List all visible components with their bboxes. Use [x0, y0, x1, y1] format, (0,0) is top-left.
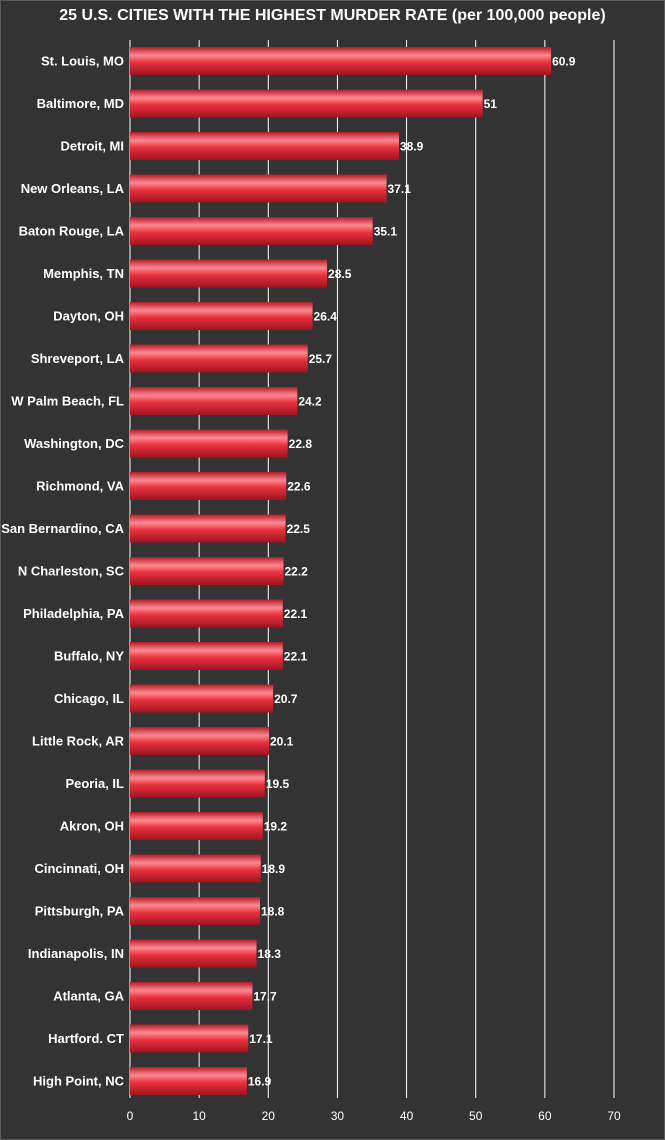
- bar: [130, 982, 253, 1010]
- bar: [130, 812, 263, 840]
- bar: [130, 344, 308, 373]
- bar: [130, 429, 288, 458]
- x-tick-label: 30: [331, 1109, 345, 1123]
- bar: [130, 514, 286, 543]
- value-label: 22.1: [284, 607, 308, 621]
- bar: [130, 854, 261, 883]
- bar: [130, 217, 373, 245]
- value-label: 18.9: [262, 862, 286, 876]
- category-label: New Orleans, LA: [21, 181, 125, 196]
- value-label: 19.5: [266, 777, 290, 791]
- category-label: St. Louis, MO: [41, 54, 124, 69]
- bar: [130, 939, 257, 968]
- bar: [130, 727, 269, 755]
- category-label: Philadelphia, PA: [23, 606, 125, 621]
- category-label: Pittsburgh, PA: [35, 904, 125, 919]
- bar: [130, 302, 313, 330]
- bar: [130, 259, 328, 288]
- value-label: 24.2: [298, 395, 322, 409]
- value-label: 22.8: [289, 437, 313, 451]
- category-label: N Charleston, SC: [18, 564, 125, 579]
- bar: [130, 642, 283, 670]
- category-label: Buffalo, NY: [54, 649, 124, 664]
- category-label: Peoria, IL: [65, 776, 124, 791]
- category-label: Indianapolis, IN: [28, 946, 124, 961]
- bar: [130, 472, 287, 500]
- category-label: Akron, OH: [60, 819, 124, 834]
- value-label: 16.9: [248, 1075, 272, 1089]
- value-label: 35.1: [374, 225, 398, 239]
- labels: 0 10 20 30 40 50 60 70 St. Louis, MO 60.9 Baltimor…: [1, 54, 621, 1124]
- bar: [130, 89, 483, 118]
- category-label: Atlanta, GA: [53, 989, 124, 1004]
- category-label: Dayton, OH: [53, 309, 124, 324]
- value-label: 19.2: [264, 820, 288, 834]
- category-label: Washington, DC: [24, 436, 125, 451]
- category-label: Memphis, TN: [43, 266, 124, 281]
- value-label: 51: [484, 97, 498, 111]
- bar: [130, 132, 399, 160]
- category-label: Cincinnati, OH: [34, 861, 124, 876]
- x-tick-label: 40: [400, 1109, 414, 1123]
- x-tick-label: 20: [262, 1109, 276, 1123]
- category-label: Hartford. CT: [48, 1031, 124, 1046]
- bar: [130, 769, 265, 798]
- bar: [130, 557, 284, 585]
- value-label: 17.1: [249, 1032, 273, 1046]
- category-label: High Point, NC: [33, 1074, 125, 1089]
- category-label: Richmond, VA: [36, 479, 124, 494]
- bar: [130, 174, 387, 203]
- value-label: 20.1: [270, 735, 294, 749]
- value-label: 20.7: [274, 692, 298, 706]
- x-tick-label: 60: [538, 1109, 552, 1123]
- bar: [130, 1024, 249, 1053]
- value-label: 37.1: [388, 182, 412, 196]
- x-tick-label: 70: [607, 1109, 621, 1123]
- value-label: 18.3: [258, 947, 282, 961]
- category-label: W Palm Beach, FL: [11, 394, 124, 409]
- category-label: Shreveport, LA: [31, 351, 125, 366]
- bar: [130, 47, 552, 75]
- bars: [130, 47, 552, 1095]
- category-label: Detroit, MI: [60, 139, 124, 154]
- x-tick-label: 50: [469, 1109, 483, 1123]
- chart-title: 25 U.S. CITIES WITH THE HIGHEST MURDER R…: [59, 7, 606, 24]
- value-label: 38.9: [400, 140, 424, 154]
- x-tick-label: 10: [192, 1109, 206, 1123]
- category-label: San Bernardino, CA: [1, 521, 124, 536]
- category-label: Little Rock, AR: [32, 734, 125, 749]
- x-tick-label: 0: [127, 1109, 134, 1123]
- bar: [130, 684, 274, 713]
- value-label: 22.5: [287, 522, 311, 536]
- category-label: Chicago, IL: [54, 691, 124, 706]
- value-label: 22.6: [287, 480, 311, 494]
- value-label: 22.2: [284, 565, 308, 579]
- category-label: Baton Rouge, LA: [19, 224, 125, 239]
- value-label: 25.7: [309, 352, 333, 366]
- bar: [130, 599, 283, 628]
- category-label: Baltimore, MD: [37, 96, 124, 111]
- bar: [130, 387, 298, 415]
- value-label: 26.4: [314, 310, 338, 324]
- value-label: 60.9: [552, 55, 576, 69]
- bar: [130, 1067, 247, 1095]
- bar: [130, 897, 260, 925]
- value-label: 28.5: [328, 267, 352, 281]
- value-label: 18.8: [261, 905, 285, 919]
- value-label: 17.7: [253, 990, 277, 1004]
- value-label: 22.1: [284, 650, 308, 664]
